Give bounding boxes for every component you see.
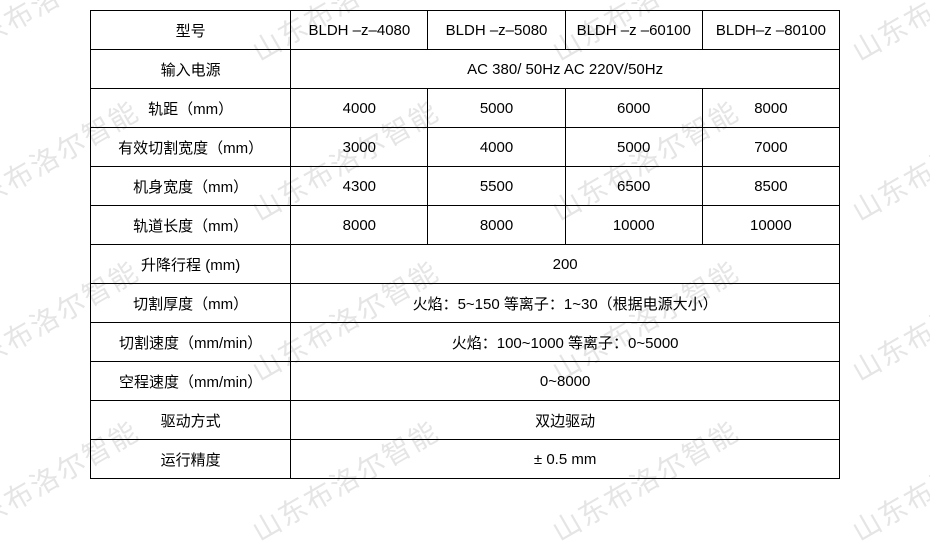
row-label: 机身宽度（mm） [91, 167, 291, 206]
spec-table-container: 型号 BLDH –z–4080 BLDH –z–5080 BLDH –z –60… [90, 10, 840, 479]
row-value: 5000 [565, 128, 702, 167]
row-value: 5500 [428, 167, 565, 206]
row-value: 8500 [702, 167, 839, 206]
table-row: 输入电源 AC 380/ 50Hz AC 220V/50Hz [91, 50, 840, 89]
table-row: 机身宽度（mm） 4300 5500 6500 8500 [91, 167, 840, 206]
row-value: 4000 [291, 89, 428, 128]
table-row: 驱动方式 双边驱动 [91, 401, 840, 440]
table-row: 运行精度 ± 0.5 mm [91, 440, 840, 479]
row-label: 轨道长度（mm） [91, 206, 291, 245]
table-row: 轨距（mm） 4000 5000 6000 8000 [91, 89, 840, 128]
row-merged-value: 火焰：100~1000 等离子：0~5000 [291, 323, 840, 362]
row-value: 5000 [428, 89, 565, 128]
row-value: 4300 [291, 167, 428, 206]
header-model-label: 型号 [91, 11, 291, 50]
row-label: 有效切割宽度（mm） [91, 128, 291, 167]
row-merged-value: 200 [291, 245, 840, 284]
table-row: 空程速度（mm/min） 0~8000 [91, 362, 840, 401]
row-label: 轨距（mm） [91, 89, 291, 128]
table-header-row: 型号 BLDH –z–4080 BLDH –z–5080 BLDH –z –60… [91, 11, 840, 50]
row-merged-value: 0~8000 [291, 362, 840, 401]
header-model-2: BLDH –z–5080 [428, 11, 565, 50]
row-label: 驱动方式 [91, 401, 291, 440]
header-model-1: BLDH –z–4080 [291, 11, 428, 50]
watermark-text: 山东布洛尔智能 [844, 90, 930, 230]
row-value: 8000 [291, 206, 428, 245]
row-value: 3000 [291, 128, 428, 167]
watermark-text: 山东布洛尔智能 [844, 410, 930, 550]
header-model-4: BLDH–z –80100 [702, 11, 839, 50]
table-row: 有效切割宽度（mm） 3000 4000 5000 7000 [91, 128, 840, 167]
row-value: 8000 [702, 89, 839, 128]
row-merged-value: AC 380/ 50Hz AC 220V/50Hz [291, 50, 840, 89]
row-merged-value: 双边驱动 [291, 401, 840, 440]
row-value: 10000 [565, 206, 702, 245]
table-row: 切割厚度（mm） 火焰：5~150 等离子：1~30（根据电源大小） [91, 284, 840, 323]
watermark-text: 山东布洛尔智能 [844, 0, 930, 70]
table-row: 轨道长度（mm） 8000 8000 10000 10000 [91, 206, 840, 245]
row-label: 空程速度（mm/min） [91, 362, 291, 401]
row-label: 输入电源 [91, 50, 291, 89]
row-value: 6000 [565, 89, 702, 128]
spec-table: 型号 BLDH –z–4080 BLDH –z–5080 BLDH –z –60… [90, 10, 840, 479]
row-value: 8000 [428, 206, 565, 245]
row-label: 运行精度 [91, 440, 291, 479]
row-label: 切割厚度（mm） [91, 284, 291, 323]
row-label: 升降行程 (mm) [91, 245, 291, 284]
watermark-text: 山东布洛尔智能 [844, 250, 930, 390]
row-value: 6500 [565, 167, 702, 206]
header-model-3: BLDH –z –60100 [565, 11, 702, 50]
row-value: 4000 [428, 128, 565, 167]
table-row: 切割速度（mm/min） 火焰：100~1000 等离子：0~5000 [91, 323, 840, 362]
row-merged-value: 火焰：5~150 等离子：1~30（根据电源大小） [291, 284, 840, 323]
row-value: 7000 [702, 128, 839, 167]
row-value: 10000 [702, 206, 839, 245]
table-row: 升降行程 (mm) 200 [91, 245, 840, 284]
row-merged-value: ± 0.5 mm [291, 440, 840, 479]
row-label: 切割速度（mm/min） [91, 323, 291, 362]
